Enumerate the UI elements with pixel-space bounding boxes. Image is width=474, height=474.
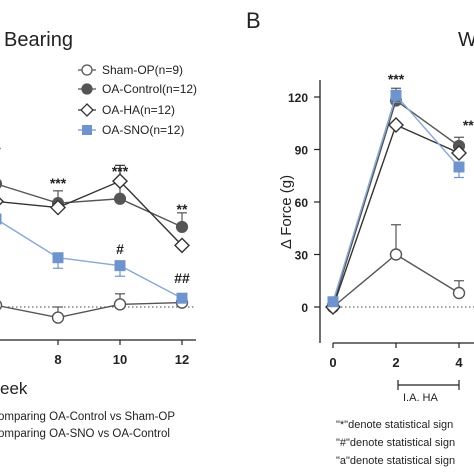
legend-label-sno: OA-SNO(n=12) (102, 123, 184, 137)
panel-a-point-sno (52, 252, 64, 264)
panel-a-point-sham (113, 298, 127, 311)
panel-a-x-tick-label: 10 (113, 352, 127, 367)
panel-a-point-ha (50, 199, 66, 216)
panel-b-footnote-1: "*"denote statistical sign (336, 419, 453, 431)
panel-a-point-control (113, 192, 127, 205)
panel-a-footnote-1: omparing OA-Control vs Sham-OP (0, 411, 175, 423)
legend-marker-control (81, 83, 93, 95)
panel-b-x-tick-label: 0 (329, 355, 336, 370)
panel-a-series-line-ha (0, 180, 183, 246)
panel-a-point-control (175, 220, 189, 234)
panel-a-point-ha (112, 173, 128, 190)
panel-b-footnote-2: "#"denote statistical sign (336, 437, 455, 449)
panel-a-point-sham (0, 300, 3, 310)
panel-a-point-control (0, 179, 3, 189)
panel-b-y-tick-label: 30 (295, 249, 309, 263)
legend-label-sham: Sham-OP(n=9) (102, 63, 183, 77)
legend: Sham-OP(n=9) OA-Control(n=12) OA-HA(n=12… (78, 63, 197, 137)
panel-a-x-tick-label: 12 (175, 352, 189, 367)
panel-b-point-sham (389, 248, 403, 261)
panel-a-x-tick-label: 8 (54, 352, 61, 367)
panel-b-footnote-3: "a"denote statistical sign (336, 455, 455, 467)
panel-b-point-sno (390, 89, 402, 101)
panel-b-y-tick-label: 0 (301, 301, 308, 315)
panel-a-significance-label: # (116, 241, 124, 257)
panel-b-point-sham (452, 286, 466, 300)
panel-a-point-ha (174, 237, 190, 254)
panel-b-significance-label: *** (388, 71, 405, 87)
panel-b-point-ha (451, 145, 467, 161)
panel-a-point-sno (0, 213, 2, 225)
legend-label-ha: OA-HA(n=12) (102, 103, 175, 117)
panel-b-y-label: Δ Force (g) (278, 175, 295, 249)
panel-b-y-tick-label: 90 (295, 144, 309, 158)
panel-b-y-tick-label: 120 (288, 91, 308, 105)
panel-b-series-line-sham (332, 253, 460, 308)
panel-b-point-sno (327, 296, 339, 308)
legend-label-control: OA-Control(n=12) (102, 82, 197, 96)
panel-b-title: W (458, 29, 474, 51)
panel-a-point-sno (176, 292, 188, 304)
panel-b-point-ha (388, 117, 404, 133)
legend-marker-sham (81, 64, 93, 76)
panel-a-significance-label: ## (174, 270, 190, 286)
panel-a-point-sno (114, 260, 126, 272)
panel-a-footnote-2: omparing OA-SNO vs OA-Control (0, 428, 170, 440)
panel-a-significance-label: ** (177, 201, 188, 217)
panel-b-series-line-ha (332, 124, 460, 308)
panel-a-significance-label: *** (112, 163, 129, 179)
injection-bracket (397, 380, 460, 390)
panel-a-significance-label: *** (50, 175, 67, 191)
panel-b-x-tick-label: 2 (392, 355, 399, 370)
panel-b-point-sno (453, 161, 465, 173)
panel-b-y-tick-label: 60 (295, 196, 309, 210)
panel-a-point-sham (51, 311, 65, 324)
bracket-label: I.A. HA (403, 392, 439, 404)
panel-a-x-label: eek (0, 379, 28, 398)
legend-marker-ha (80, 103, 94, 117)
panel-b-significance-label: *** (463, 117, 474, 133)
panel-a-series-line-sno (0, 220, 183, 299)
panel-a-point-ha (0, 197, 4, 206)
panel-b-letter: B (246, 8, 261, 33)
legend-marker-sno (82, 125, 92, 135)
panel-a-series-line-sham (0, 301, 183, 319)
panel-b-x-tick-label: 4 (455, 355, 463, 370)
panel-a-title: Bearing (4, 29, 73, 51)
panel-a-series-line-control (0, 184, 183, 228)
panel-a-significance-label: * (0, 143, 1, 159)
